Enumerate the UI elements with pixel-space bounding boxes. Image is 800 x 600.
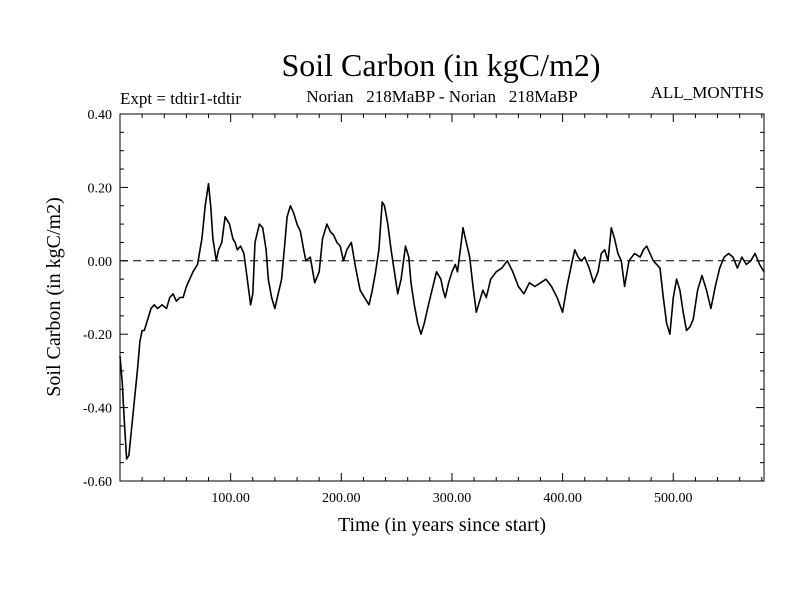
x-tick-label: 400.00 — [543, 491, 582, 506]
y-tick-label: 0.40 — [88, 108, 113, 123]
y-tick-label: 0.00 — [88, 255, 113, 270]
x-axis-label: Time (in years since start) — [338, 514, 546, 536]
subtitle-experiment: Expt = tdtir1-tdtir — [120, 89, 241, 108]
x-tick-label: 500.00 — [654, 491, 693, 506]
series-line-soil-carbon — [119, 182, 765, 460]
y-tick-label: 0.20 — [88, 181, 113, 196]
x-tick-label: 300.00 — [433, 491, 472, 506]
axis-ticks — [120, 114, 764, 481]
y-tick-label: -0.60 — [83, 475, 112, 490]
axis-tick-labels: 100.00 200.00 300.00 400.00 500.00 -0.60 -0.40… — [83, 108, 693, 506]
plot-area-frame — [119, 113, 765, 482]
subtitle-period: Norian 218MaBP - Norian 218MaBP — [306, 87, 577, 106]
chart-title: Soil Carbon (in kgC/m2) — [281, 47, 600, 83]
y-tick-label: -0.40 — [83, 402, 112, 417]
y-axis-label: Soil Carbon (in kgC/m2) — [43, 197, 65, 396]
x-tick-label: 200.00 — [322, 491, 361, 506]
x-tick-label: 100.00 — [211, 491, 250, 506]
subtitle-months: ALL_MONTHS — [651, 83, 764, 102]
y-tick-label: -0.20 — [83, 328, 112, 343]
